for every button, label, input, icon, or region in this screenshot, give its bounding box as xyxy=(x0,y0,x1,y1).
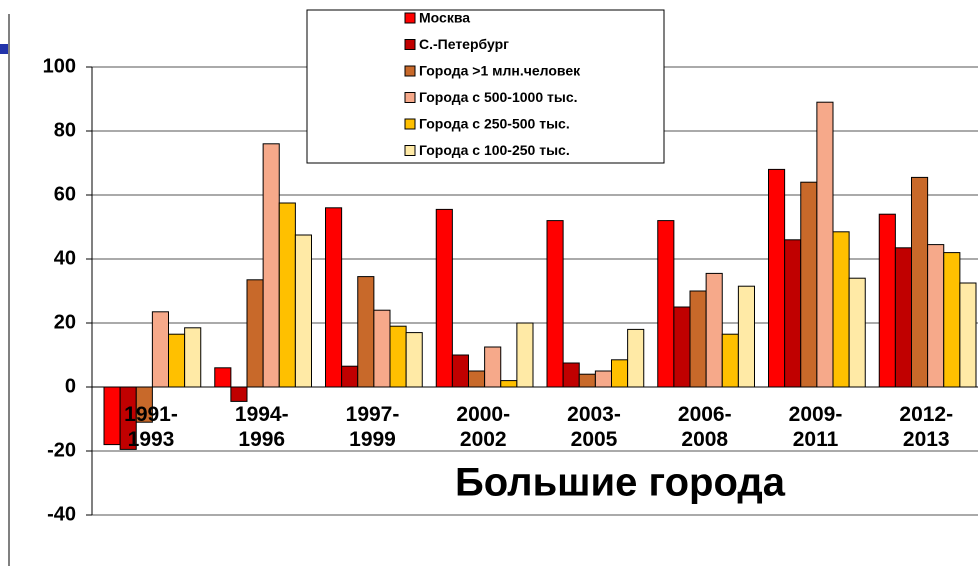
bar xyxy=(341,365,359,388)
bar xyxy=(184,327,202,388)
bar xyxy=(373,309,391,388)
bar xyxy=(705,272,723,388)
legend-swatch xyxy=(404,39,416,50)
legend-label: Города с 500-1000 тыс. xyxy=(419,89,578,105)
bar xyxy=(325,207,343,388)
bar xyxy=(262,143,280,388)
legend-swatch xyxy=(404,12,416,24)
x-tick-label: 2000- 2002 xyxy=(456,403,511,451)
bar xyxy=(151,311,169,388)
bar xyxy=(594,370,612,388)
bar xyxy=(214,367,232,388)
x-tick-label: 1994- 1996 xyxy=(234,403,289,451)
y-tick-label: 60 xyxy=(54,183,76,205)
bar xyxy=(959,282,977,388)
x-tick-label: 2012- 2013 xyxy=(899,403,954,451)
bar xyxy=(673,306,691,388)
bar xyxy=(832,231,850,388)
y-tick-label: 0 xyxy=(65,375,76,397)
legend-label: Города >1 млн.человек xyxy=(419,63,581,79)
bar xyxy=(435,208,453,388)
bar xyxy=(294,234,312,388)
bar xyxy=(689,290,707,388)
bar xyxy=(516,322,534,388)
bar xyxy=(848,277,866,388)
bar xyxy=(451,354,469,388)
x-tick-label: 2003- 2005 xyxy=(567,403,621,451)
bar xyxy=(800,181,818,388)
bar xyxy=(168,333,186,388)
bar xyxy=(816,101,834,388)
legend-swatch xyxy=(404,118,416,130)
legend-label: Города с 100-250 тыс. xyxy=(419,142,570,158)
legend-swatch xyxy=(404,92,416,103)
y-tick-label: 40 xyxy=(54,247,76,269)
x-tick-label: 1997- 1999 xyxy=(345,403,400,451)
legend-label: Москва xyxy=(419,10,470,26)
bar xyxy=(357,276,375,388)
y-tick-label: 100 xyxy=(43,55,76,77)
legend-swatch xyxy=(404,65,416,77)
y-tick-label: -40 xyxy=(47,503,76,525)
bar xyxy=(230,386,248,402)
bar xyxy=(894,247,912,388)
bar xyxy=(578,373,596,388)
legend-swatch xyxy=(404,145,416,156)
bar xyxy=(927,244,945,388)
bar xyxy=(484,346,502,388)
bar xyxy=(405,332,423,388)
bar xyxy=(562,362,580,388)
bar xyxy=(246,279,264,388)
legend-box xyxy=(306,9,665,164)
y-tick-label: 80 xyxy=(54,119,76,141)
x-tick-label: 2009- 2011 xyxy=(788,403,843,451)
bar xyxy=(627,328,645,388)
chart-title: Большие города xyxy=(455,461,786,505)
bar xyxy=(721,333,739,388)
bar xyxy=(500,380,518,388)
bar xyxy=(911,176,929,388)
x-tick-label: 1991- 1993 xyxy=(124,403,178,451)
bar xyxy=(546,220,564,388)
bar xyxy=(878,213,896,388)
legend-label: С.-Петербург xyxy=(419,36,509,52)
y-tick-label: -20 xyxy=(47,439,76,461)
bar xyxy=(611,359,629,388)
bar xyxy=(784,239,802,388)
bar xyxy=(657,220,675,388)
legend-label: Города с 250-500 тыс. xyxy=(419,116,570,132)
bar xyxy=(389,325,407,388)
bar xyxy=(768,168,786,388)
bar xyxy=(943,252,961,388)
decoration xyxy=(0,44,8,54)
x-tick-label: 2006- 2008 xyxy=(677,403,732,451)
bar xyxy=(278,202,296,388)
y-tick-label: 20 xyxy=(54,311,76,333)
bar xyxy=(468,370,486,388)
bar xyxy=(737,285,755,388)
